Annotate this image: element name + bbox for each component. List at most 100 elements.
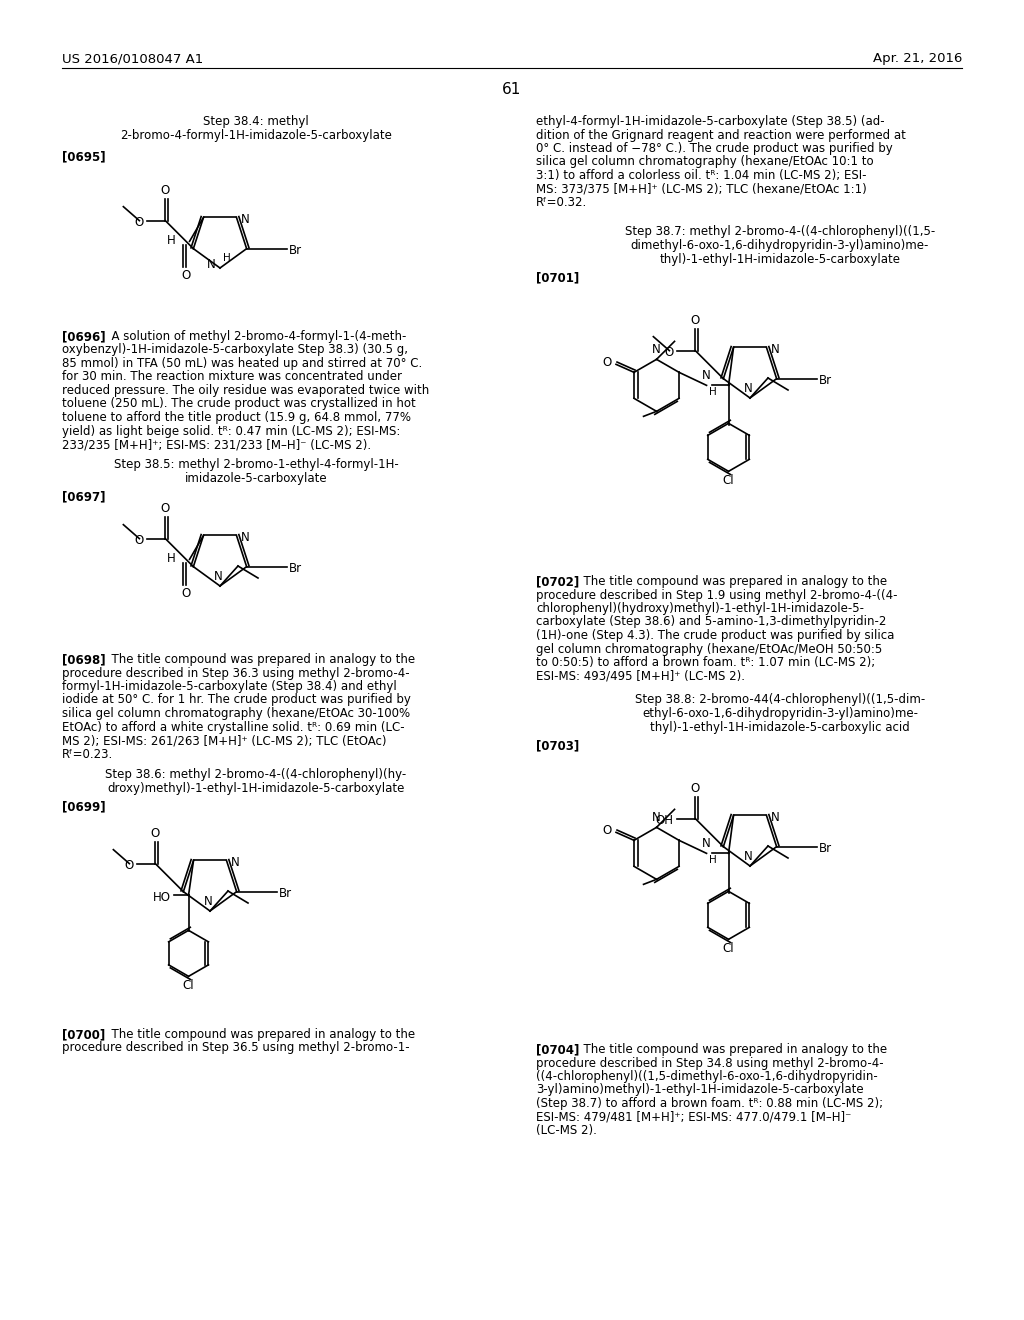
Text: for 30 min. The reaction mixture was concentrated under: for 30 min. The reaction mixture was con… xyxy=(62,371,402,384)
Text: [0703]: [0703] xyxy=(536,739,580,752)
Text: Cl: Cl xyxy=(182,979,195,993)
Text: Step 38.4: methyl: Step 38.4: methyl xyxy=(203,115,309,128)
Text: Step 38.7: methyl 2-bromo-4-((4-chlorophenyl)((1,5-: Step 38.7: methyl 2-bromo-4-((4-chloroph… xyxy=(625,224,935,238)
Text: N: N xyxy=(701,370,711,383)
Text: ((4-chlorophenyl)((1,5-dimethyl-6-oxo-1,6-dihydropyridin-: ((4-chlorophenyl)((1,5-dimethyl-6-oxo-1,… xyxy=(536,1071,878,1082)
Text: Br: Br xyxy=(289,244,302,257)
Text: ESI-MS: 493/495 [M+H]⁺ (LC-MS 2).: ESI-MS: 493/495 [M+H]⁺ (LC-MS 2). xyxy=(536,669,745,682)
Text: dition of the Grignard reagent and reaction were performed at: dition of the Grignard reagent and react… xyxy=(536,128,906,141)
Text: O: O xyxy=(134,216,143,230)
Text: N: N xyxy=(701,837,711,850)
Text: H: H xyxy=(709,855,717,866)
Text: H: H xyxy=(167,234,175,247)
Text: thyl)-1-ethyl-1H-imidazole-5-carboxylate: thyl)-1-ethyl-1H-imidazole-5-carboxylate xyxy=(659,253,900,267)
Text: N: N xyxy=(743,850,753,863)
Text: Br: Br xyxy=(289,562,302,576)
Text: procedure described in Step 36.5 using methyl 2-bromo-1-: procedure described in Step 36.5 using m… xyxy=(62,1041,410,1055)
Text: [0696]: [0696] xyxy=(62,330,105,343)
Text: MS: 373/375 [M+H]⁺ (LC-MS 2); TLC (hexane/EtOAc 1:1): MS: 373/375 [M+H]⁺ (LC-MS 2); TLC (hexan… xyxy=(536,182,866,195)
Text: silica gel column chromatography (hexane/EtOAc 30-100%: silica gel column chromatography (hexane… xyxy=(62,708,411,719)
Text: 3:1) to afford a colorless oil. tᴿ: 1.04 min (LC-MS 2); ESI-: 3:1) to afford a colorless oil. tᴿ: 1.04… xyxy=(536,169,866,182)
Text: [0698]: [0698] xyxy=(62,653,105,667)
Text: Br: Br xyxy=(818,374,831,387)
Text: N: N xyxy=(652,812,660,825)
Text: ethyl-4-formyl-1H-imidazole-5-carboxylate (Step 38.5) (ad-: ethyl-4-formyl-1H-imidazole-5-carboxylat… xyxy=(536,115,885,128)
Text: O: O xyxy=(691,314,700,326)
Text: toluene to afford the title product (15.9 g, 64.8 mmol, 77%: toluene to afford the title product (15.… xyxy=(62,411,411,424)
Text: O: O xyxy=(603,356,612,368)
Text: HO: HO xyxy=(153,891,171,904)
Text: silica gel column chromatography (hexane/EtOAc 10:1 to: silica gel column chromatography (hexane… xyxy=(536,156,873,169)
Text: O: O xyxy=(691,781,700,795)
Text: O: O xyxy=(161,183,170,197)
Text: procedure described in Step 34.8 using methyl 2-bromo-4-: procedure described in Step 34.8 using m… xyxy=(536,1056,884,1069)
Text: H: H xyxy=(223,253,230,263)
Text: procedure described in Step 1.9 using methyl 2-bromo-4-((4-: procedure described in Step 1.9 using me… xyxy=(536,589,897,602)
Text: N: N xyxy=(770,810,779,824)
Text: (LC-MS 2).: (LC-MS 2). xyxy=(536,1125,597,1137)
Text: N: N xyxy=(241,531,249,544)
Text: toluene (250 mL). The crude product was crystallized in hot: toluene (250 mL). The crude product was … xyxy=(62,397,416,411)
Text: Cl: Cl xyxy=(723,474,734,487)
Text: Rᶠ=0.32.: Rᶠ=0.32. xyxy=(536,195,587,209)
Text: N: N xyxy=(230,855,240,869)
Text: [0701]: [0701] xyxy=(536,271,580,284)
Text: Apr. 21, 2016: Apr. 21, 2016 xyxy=(872,51,962,65)
Text: 3-yl)amino)methyl)-1-ethyl-1H-imidazole-5-carboxylate: 3-yl)amino)methyl)-1-ethyl-1H-imidazole-… xyxy=(536,1084,863,1097)
Text: O: O xyxy=(134,535,143,548)
Text: N: N xyxy=(743,381,753,395)
Text: Br: Br xyxy=(818,842,831,855)
Text: ethyl-6-oxo-1,6-dihydropyridin-3-yl)amino)me-: ethyl-6-oxo-1,6-dihydropyridin-3-yl)amin… xyxy=(642,708,918,719)
Text: oxybenzyl)-1H-imidazole-5-carboxylate Step 38.3) (30.5 g,: oxybenzyl)-1H-imidazole-5-carboxylate St… xyxy=(62,343,408,356)
Text: The title compound was prepared in analogy to the: The title compound was prepared in analo… xyxy=(575,576,887,587)
Text: Step 38.8: 2-bromo-44(4-chlorophenyl)((1,5-dim-: Step 38.8: 2-bromo-44(4-chlorophenyl)((1… xyxy=(635,693,925,706)
Text: thyl)-1-ethyl-1H-imidazole-5-carboxylic acid: thyl)-1-ethyl-1H-imidazole-5-carboxylic … xyxy=(650,721,910,734)
Text: (1H)-one (Step 4.3). The crude product was purified by silica: (1H)-one (Step 4.3). The crude product w… xyxy=(536,630,894,642)
Text: OH: OH xyxy=(655,814,674,828)
Text: N: N xyxy=(652,343,660,356)
Text: ESI-MS: 479/481 [M+H]⁺; ESI-MS: 477.0/479.1 [M–H]⁻: ESI-MS: 479/481 [M+H]⁺; ESI-MS: 477.0/47… xyxy=(536,1110,851,1123)
Text: Step 38.6: methyl 2-bromo-4-((4-chlorophenyl)(hy-: Step 38.6: methyl 2-bromo-4-((4-chloroph… xyxy=(105,768,407,781)
Text: O: O xyxy=(181,269,190,282)
Text: N: N xyxy=(241,213,249,226)
Text: dimethyl-6-oxo-1,6-dihydropyridin-3-yl)amino)me-: dimethyl-6-oxo-1,6-dihydropyridin-3-yl)a… xyxy=(631,239,929,252)
Text: Br: Br xyxy=(279,887,292,900)
Text: [0700]: [0700] xyxy=(62,1028,105,1041)
Text: O: O xyxy=(665,346,674,359)
Text: N: N xyxy=(214,570,222,583)
Text: (Step 38.7) to afford a brown foam. tᴿ: 0.88 min (LC-MS 2);: (Step 38.7) to afford a brown foam. tᴿ: … xyxy=(536,1097,883,1110)
Text: 85 mmol) in TFA (50 mL) was heated up and stirred at 70° C.: 85 mmol) in TFA (50 mL) was heated up an… xyxy=(62,356,422,370)
Text: O: O xyxy=(151,826,160,840)
Text: N: N xyxy=(204,895,212,908)
Text: droxy)methyl)-1-ethyl-1H-imidazole-5-carboxylate: droxy)methyl)-1-ethyl-1H-imidazole-5-car… xyxy=(108,781,404,795)
Text: 61: 61 xyxy=(503,82,521,96)
Text: O: O xyxy=(161,502,170,515)
Text: [0699]: [0699] xyxy=(62,800,105,813)
Text: N: N xyxy=(770,343,779,356)
Text: MS 2); ESI-MS: 261/263 [M+H]⁺ (LC-MS 2); TLC (EtOAc): MS 2); ESI-MS: 261/263 [M+H]⁺ (LC-MS 2);… xyxy=(62,734,386,747)
Text: 0° C. instead of −78° C.). The crude product was purified by: 0° C. instead of −78° C.). The crude pro… xyxy=(536,143,893,154)
Text: The title compound was prepared in analogy to the: The title compound was prepared in analo… xyxy=(104,653,415,667)
Text: chlorophenyl)(hydroxy)methyl)-1-ethyl-1H-imidazole-5-: chlorophenyl)(hydroxy)methyl)-1-ethyl-1H… xyxy=(536,602,864,615)
Text: iodide at 50° C. for 1 hr. The crude product was purified by: iodide at 50° C. for 1 hr. The crude pro… xyxy=(62,693,411,706)
Text: reduced pressure. The oily residue was evaporated twice with: reduced pressure. The oily residue was e… xyxy=(62,384,429,397)
Text: The title compound was prepared in analogy to the: The title compound was prepared in analo… xyxy=(104,1028,415,1041)
Text: carboxylate (Step 38.6) and 5-amino-1,3-dimethylpyridin-2: carboxylate (Step 38.6) and 5-amino-1,3-… xyxy=(536,615,887,628)
Text: [0695]: [0695] xyxy=(62,150,105,162)
Text: N: N xyxy=(207,259,216,272)
Text: to 0:50:5) to afford a brown foam. tᴿ: 1.07 min (LC-MS 2);: to 0:50:5) to afford a brown foam. tᴿ: 1… xyxy=(536,656,876,669)
Text: A solution of methyl 2-bromo-4-formyl-1-(4-meth-: A solution of methyl 2-bromo-4-formyl-1-… xyxy=(104,330,407,343)
Text: procedure described in Step 36.3 using methyl 2-bromo-4-: procedure described in Step 36.3 using m… xyxy=(62,667,410,680)
Text: 2-bromo-4-formyl-1H-imidazole-5-carboxylate: 2-bromo-4-formyl-1H-imidazole-5-carboxyl… xyxy=(120,129,392,143)
Text: US 2016/0108047 A1: US 2016/0108047 A1 xyxy=(62,51,203,65)
Text: The title compound was prepared in analogy to the: The title compound was prepared in analo… xyxy=(575,1043,887,1056)
Text: EtOAc) to afford a white crystalline solid. tᴿ: 0.69 min (LC-: EtOAc) to afford a white crystalline sol… xyxy=(62,721,404,734)
Text: gel column chromatography (hexane/EtOAc/MeOH 50:50:5: gel column chromatography (hexane/EtOAc/… xyxy=(536,643,883,656)
Text: O: O xyxy=(181,587,190,601)
Text: formyl-1H-imidazole-5-carboxylate (Step 38.4) and ethyl: formyl-1H-imidazole-5-carboxylate (Step … xyxy=(62,680,396,693)
Text: [0704]: [0704] xyxy=(536,1043,580,1056)
Text: imidazole-5-carboxylate: imidazole-5-carboxylate xyxy=(184,473,328,484)
Text: Step 38.5: methyl 2-bromo-1-ethyl-4-formyl-1H-: Step 38.5: methyl 2-bromo-1-ethyl-4-form… xyxy=(114,458,398,471)
Text: H: H xyxy=(167,552,175,565)
Text: O: O xyxy=(124,859,133,873)
